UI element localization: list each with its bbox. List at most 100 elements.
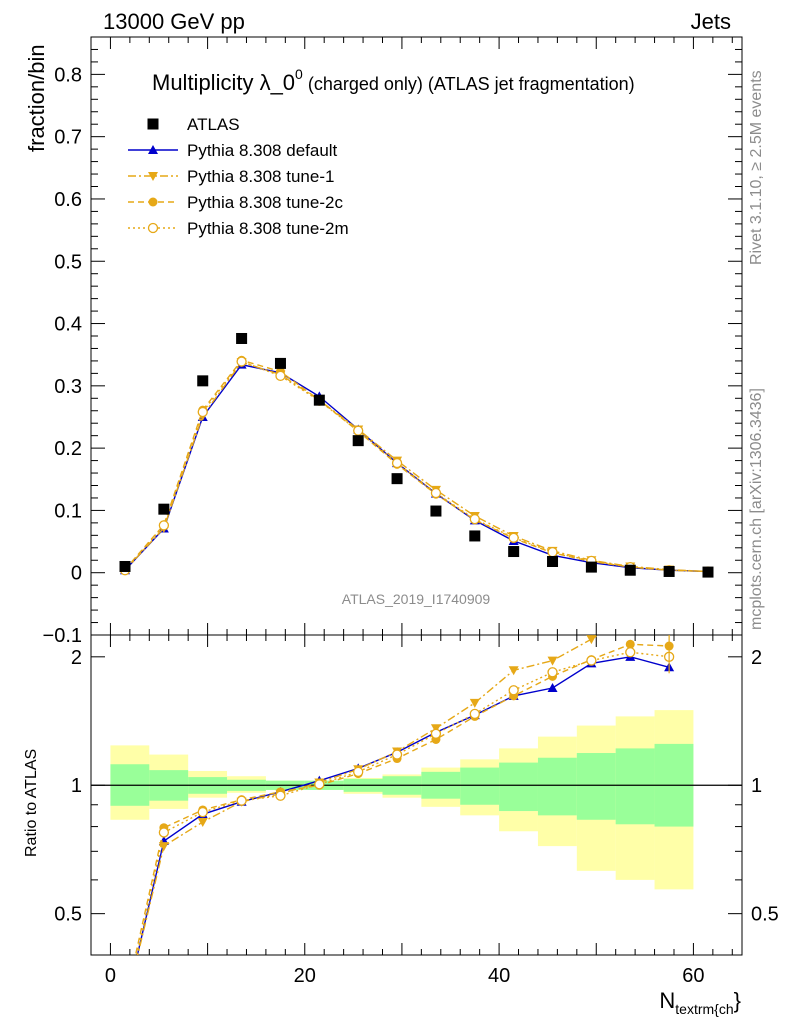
data-point <box>236 356 247 367</box>
legend-marker <box>148 197 158 207</box>
legend-marker <box>148 145 158 154</box>
legend-label: Pythia 8.308 tune-1 <box>187 167 334 186</box>
legend-label: Pythia 8.308 tune-2m <box>187 219 349 238</box>
series-pythia-8-308-tune-2m <box>119 356 714 577</box>
chart-title-sup: 0 <box>295 66 303 82</box>
series-pythia-8-308-tune-1 <box>120 358 713 577</box>
y-tick-label: 0.8 <box>54 64 82 86</box>
data-point <box>275 370 286 382</box>
ratio-y-tick-label: 0.5 <box>54 904 82 926</box>
ratio-point <box>625 647 636 658</box>
data-point <box>352 435 364 447</box>
ratio-point <box>275 790 286 801</box>
legend-label: Pythia 8.308 default <box>187 141 338 160</box>
data-point <box>391 473 403 485</box>
ratio-plot <box>134 635 675 955</box>
ratio-band-inner <box>615 748 655 825</box>
series-line <box>124 363 709 573</box>
ratio-point <box>158 842 169 852</box>
ratio-point <box>469 698 480 708</box>
data-point <box>469 530 481 542</box>
data-point <box>158 503 170 515</box>
ratio-point <box>469 708 480 720</box>
data-point <box>469 513 480 525</box>
x-axis-label-main: N <box>659 988 675 1013</box>
ratio-point <box>353 766 364 777</box>
ratio-y-tick-label-right: 0.5 <box>751 904 779 926</box>
ratio-point <box>197 818 208 828</box>
data-point <box>158 520 170 531</box>
ratio-band-inner <box>537 757 577 816</box>
data-point <box>391 457 403 469</box>
chart-title: Multiplicity λ_00 (charged only) (ATLAS … <box>152 66 635 95</box>
main-plot <box>119 332 714 578</box>
y-tick-label: 0 <box>71 563 82 585</box>
ratio-y-tick-label-right: 2 <box>751 647 762 669</box>
ratio-y-tick-label: 1 <box>71 775 82 797</box>
ratio-point <box>547 656 558 666</box>
ratio-point <box>508 685 519 696</box>
mcplots-label: mcplots.cern.ch [arXiv:1306.3436] <box>748 388 765 630</box>
ratio-point <box>430 728 442 739</box>
data-point <box>430 487 442 499</box>
ratio-point <box>508 666 519 676</box>
ratio-point <box>314 779 325 790</box>
data-point <box>585 561 597 573</box>
rivet-version-label: Rivet 3.1.10, ≥ 2.5M events <box>748 70 765 265</box>
x-tick-label: 20 <box>294 965 316 987</box>
data-point <box>353 425 364 436</box>
legend-label: Pythia 8.308 tune-2c <box>187 193 343 212</box>
chart-title-suffix: (charged only) (ATLAS jet fragmentation) <box>303 74 635 94</box>
data-point <box>197 406 208 418</box>
ratio-point <box>197 806 208 818</box>
data-point <box>547 547 558 558</box>
ratio-band-inner <box>499 762 538 812</box>
legend: ATLAS Pythia 8.308 default Pythia 8.308 tu… <box>128 115 349 238</box>
x-tick-label: 60 <box>682 965 704 987</box>
y-tick-label: −0.1 <box>43 625 82 647</box>
ratio-point <box>586 635 597 645</box>
legend-marker <box>147 222 159 234</box>
y-tick-label: 0.1 <box>54 500 82 522</box>
analysis-id: ATLAS_2019_I1740909 <box>342 591 491 607</box>
series-pythia-8-308-tune-2c <box>120 355 713 576</box>
ratio-point <box>547 667 558 678</box>
ratio-point <box>586 655 597 666</box>
legend-marker <box>148 172 158 181</box>
data-point <box>430 505 442 517</box>
ratio-frame <box>90 634 743 956</box>
x-tick-label: 0 <box>105 965 116 987</box>
data-point <box>702 566 714 578</box>
data-point <box>119 560 131 572</box>
y-tick-label: 0.7 <box>54 127 82 149</box>
ratio-band-inner <box>460 767 500 805</box>
ratio-band-inner <box>576 753 616 820</box>
data-point <box>274 357 286 369</box>
ratio-point <box>547 683 558 693</box>
ratio-y-tick-label-right: 1 <box>751 775 762 797</box>
ratio-series-pythia-8-308-tune-2m <box>136 647 675 955</box>
data-point <box>547 555 559 567</box>
ratio-point <box>236 795 247 806</box>
data-point <box>508 532 519 543</box>
y-tick-label: 0.5 <box>54 251 82 273</box>
data-point <box>663 565 675 577</box>
series-line <box>124 359 709 573</box>
data-point <box>197 375 209 387</box>
header-left: 13000 GeV pp <box>103 9 245 34</box>
ratio-point <box>158 827 170 838</box>
legend-label: ATLAS <box>187 115 240 134</box>
data-point <box>508 546 520 558</box>
data-point <box>236 332 248 344</box>
y-axis-label: fraction/bin <box>24 44 49 152</box>
y-tick-label: 0.6 <box>54 189 82 211</box>
data-point <box>624 564 636 576</box>
ratio-line <box>136 651 670 955</box>
x-axis-label-sub: textrm{ch <box>675 1001 733 1017</box>
series-line <box>124 361 709 573</box>
data-point <box>313 394 325 406</box>
x-tick-label: 40 <box>488 965 510 987</box>
x-axis-label: Ntextrm{ch} <box>659 988 741 1017</box>
